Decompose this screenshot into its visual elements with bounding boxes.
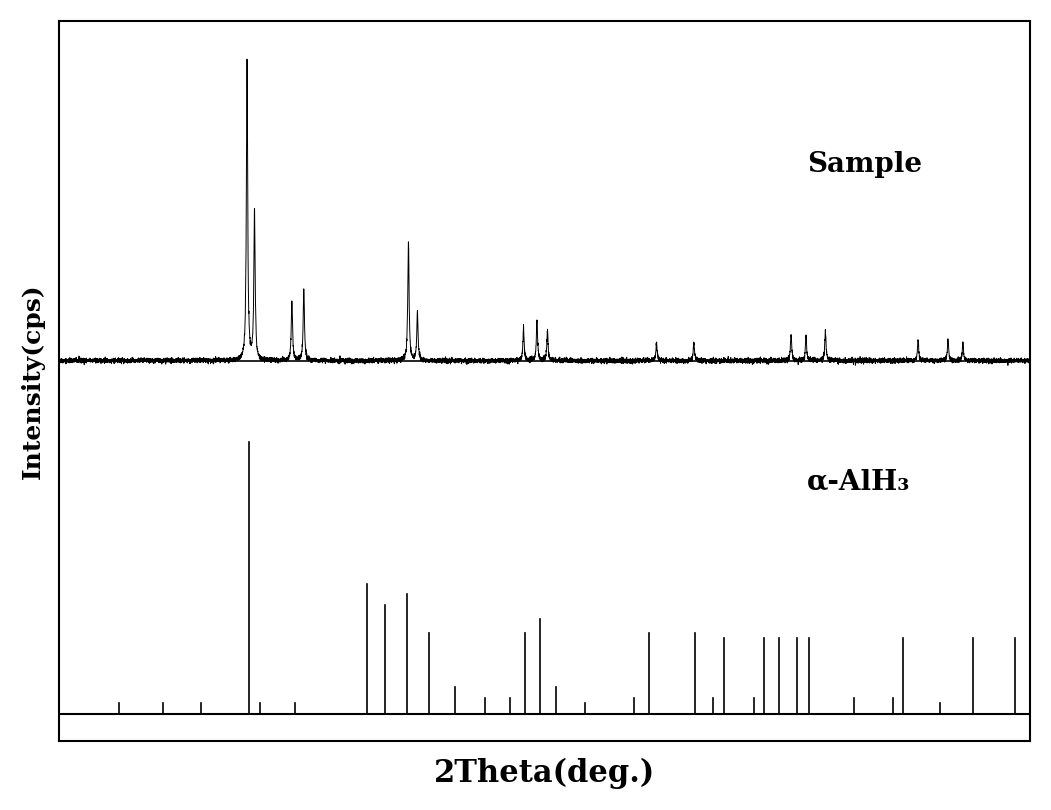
X-axis label: 2Theta(deg.): 2Theta(deg.) — [434, 758, 655, 789]
Text: α-AlH₃: α-AlH₃ — [807, 468, 910, 496]
Text: Sample: Sample — [807, 151, 922, 178]
Y-axis label: Intensity(cps): Intensity(cps) — [21, 284, 45, 479]
